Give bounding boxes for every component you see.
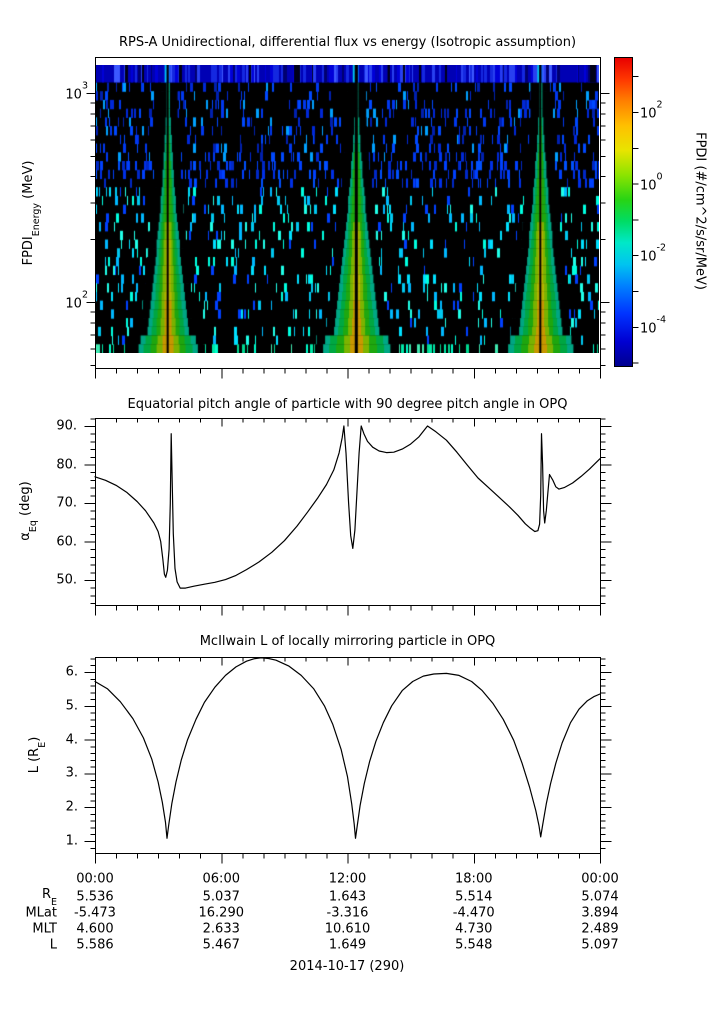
table-cell: 1.649 <box>328 937 367 953</box>
energy-tick-label: 103 <box>65 80 88 103</box>
panel-frame <box>95 57 601 369</box>
time-tick-label: 18:00 <box>455 871 493 887</box>
axis-ticks <box>84 76 639 864</box>
table-cell: 4.730 <box>455 921 493 937</box>
l-tick-label: 4. <box>65 732 78 748</box>
table-cell: 3.894 <box>581 905 619 921</box>
pitch-angle-curve <box>94 425 601 589</box>
panel1-title: RPS-A Unidirectional, differential flux … <box>118 35 577 50</box>
panel2-ylabel-subscript: Eq <box>27 520 39 533</box>
table-cell: 16.290 <box>198 905 245 921</box>
panel1-ylabel-text: FPDI <box>21 236 37 266</box>
colorbar <box>614 57 633 367</box>
table-cell: -3.316 <box>326 905 369 921</box>
table-cell: 4.600 <box>76 921 114 937</box>
table-cell: 2.489 <box>581 921 619 937</box>
l-tick-label: 5. <box>65 698 78 714</box>
table-cell: 5.514 <box>455 889 493 905</box>
l-shell-curve <box>94 657 601 839</box>
energy-tick-label: 102 <box>65 289 88 312</box>
table-cell: 5.097 <box>581 937 619 953</box>
panel3-title: McIlwain L of locally mirroring particle… <box>199 634 496 649</box>
table-cell: 2.633 <box>202 921 240 937</box>
table-cell: 10.610 <box>324 921 371 937</box>
table-row-label: RE <box>41 887 57 908</box>
panel-frame <box>95 657 601 854</box>
l-tick-label: 2. <box>65 799 78 815</box>
table-cell: 5.037 <box>202 889 240 905</box>
time-tick-label: 00:00 <box>581 871 619 887</box>
panel1-ylabel-unit: (MeV) <box>21 160 37 203</box>
panel2-title: Equatorial pitch angle of particle with … <box>127 397 568 412</box>
panel3-ylabel-subscript: E <box>36 741 48 748</box>
panel2-ylabel-text: α <box>18 532 34 541</box>
table-row-label: MLat <box>25 905 57 921</box>
alpha-tick-label: 60. <box>56 534 77 549</box>
panel3-y-axis-label: L (RE) <box>27 737 48 774</box>
panel2-ylabel-unit: (deg) <box>18 481 34 521</box>
colorbar-tick-label: 10-4 <box>640 314 667 337</box>
colorbar-title: FPDI (#/cm^2/s/sr/MeV) <box>692 132 708 290</box>
l-tick-label: 3. <box>65 765 78 781</box>
table-row-label: MLT <box>32 921 57 937</box>
colorbar-tick-label: 10-2 <box>640 242 667 265</box>
l-tick-label: 1. <box>65 833 78 849</box>
time-tick-label: 06:00 <box>202 871 240 887</box>
table-cell: 1.643 <box>328 889 367 905</box>
panel1-y-axis-label: FPDIEnergy (MeV) <box>21 160 42 266</box>
panel2-y-axis-label: αEq (deg) <box>18 481 39 541</box>
table-cell: -4.470 <box>452 905 495 921</box>
table-row-label: L <box>49 937 57 953</box>
table-cell: 5.536 <box>76 889 114 905</box>
table-cell: 5.074 <box>581 889 619 905</box>
alpha-tick-label: 70. <box>56 495 77 511</box>
alpha-tick-label: 80. <box>56 457 77 472</box>
l-tick-label: 6. <box>65 664 78 680</box>
colorbar-tick-label: 100 <box>640 170 663 194</box>
table-cell: 5.548 <box>455 937 493 953</box>
table-cell: -5.473 <box>74 905 116 921</box>
panel3-ylabel-text: L (R <box>27 747 43 774</box>
time-tick-label: 12:00 <box>328 871 367 887</box>
panel1-ylabel-subscript: Energy <box>30 202 42 237</box>
alpha-tick-label: 90. <box>56 418 77 434</box>
colorbar-tick-label: 102 <box>640 99 663 122</box>
time-tick-label: 00:00 <box>76 871 114 887</box>
spectrogram-canvas <box>96 65 599 353</box>
alpha-tick-label: 50. <box>56 572 77 588</box>
table-cell: 5.586 <box>76 937 114 953</box>
table-cell: 5.467 <box>202 937 240 953</box>
date-label: 2014-10-17 (290) <box>289 959 405 974</box>
